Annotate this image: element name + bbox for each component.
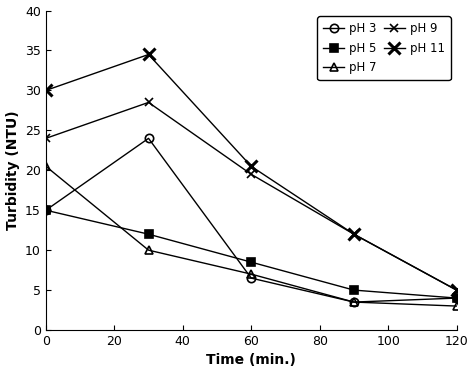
pH 11 — [351, 232, 357, 236]
pH 9 — [43, 136, 49, 141]
pH 11 — [454, 288, 459, 292]
pH 3 — [248, 276, 254, 280]
Y-axis label: Turbidity (NTU): Turbidity (NTU) — [6, 110, 19, 230]
X-axis label: Time (min.): Time (min.) — [206, 354, 296, 367]
pH 9 — [146, 100, 151, 105]
pH 11 — [146, 52, 151, 57]
pH 7 — [248, 272, 254, 276]
pH 11 — [43, 88, 49, 93]
pH 3 — [43, 208, 49, 213]
pH 3 — [351, 300, 357, 304]
pH 9 — [248, 172, 254, 176]
pH 7 — [146, 248, 151, 253]
pH 7 — [43, 164, 49, 169]
pH 5 — [351, 288, 357, 292]
pH 3 — [146, 136, 151, 141]
pH 7 — [454, 304, 459, 308]
Line: pH 11: pH 11 — [40, 49, 462, 296]
pH 5 — [43, 208, 49, 213]
pH 5 — [248, 260, 254, 264]
Legend: pH 3, pH 5, pH 7, pH 9, pH 11: pH 3, pH 5, pH 7, pH 9, pH 11 — [317, 16, 451, 80]
Line: pH 7: pH 7 — [42, 162, 461, 310]
Line: pH 3: pH 3 — [42, 134, 461, 306]
pH 11 — [248, 164, 254, 169]
pH 3 — [454, 296, 459, 300]
Line: pH 9: pH 9 — [42, 98, 461, 294]
pH 5 — [146, 232, 151, 236]
pH 7 — [351, 300, 357, 304]
pH 5 — [454, 296, 459, 300]
pH 9 — [454, 288, 459, 292]
Line: pH 5: pH 5 — [42, 206, 461, 302]
pH 9 — [351, 232, 357, 236]
